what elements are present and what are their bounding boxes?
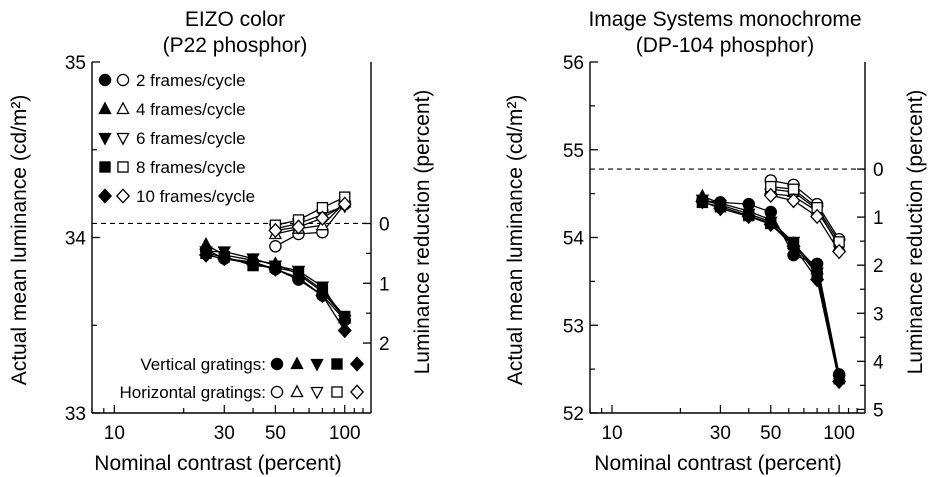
legend-vertical-circle-marker [270,357,284,371]
chart-2-vertical-10f-point [763,216,778,233]
legend-triangle-down-open-marker [116,132,130,146]
chart-1-vertical-10f-point [268,261,283,277]
chart-1-horizontal-10f-point [291,219,306,235]
chart-1-horizontal-10f-point [337,196,352,212]
legend-label-8-frames: 8 frames/cycle [136,158,246,177]
chart-2-vertical-10f-point [741,208,756,225]
chart-2-x-tick-label: 30 [710,423,731,444]
chart-1-horizontal-6f-line [275,205,345,230]
chart-1-horizontal-10f-point [315,210,330,226]
chart-2-horizontal-10f-line [770,194,840,252]
chart-2-y-tick-label: 53 [563,316,584,337]
chart-1-horizontal-2f-point [269,240,282,253]
chart-2-x-tick-label: 10 [601,423,622,444]
chart-1-vertical-10f-point [217,250,232,267]
chart-1-vertical-10f-point [198,247,214,263]
chart-1-horizontal-2f-line [275,203,346,247]
legend-triangle-up-filled-marker [98,101,112,115]
chart-2-horizontal-10f-point [763,187,778,204]
chart-2-horizontal-6f-line [770,192,840,245]
chart-2-y-tick-label: 54 [563,229,585,250]
chart-2-ylabel-right: Luminance reduction (percent) [904,90,927,375]
chart-2-y-tick-label: 56 [563,53,584,74]
chart-2-horizontal-8f-point [787,183,800,195]
legend-label-4-frames: 4 frames/cycle [136,100,246,119]
legend-horizontal-triangle-down-marker [310,386,324,400]
chart-1-x-tick-label: 100 [329,423,361,444]
chart-1-ylabel-right: Luminance reduction (percent) [411,90,434,375]
chart-1-y-tick-label: 33 [65,404,86,425]
legend-horizontal-square-marker [331,386,343,398]
chart-1-vertical-10f-point [315,287,330,304]
chart-1-x-tick-label: 30 [214,423,235,444]
chart-2-y-tick-label: 52 [563,404,584,425]
chart-1-vertical-8f-point [339,310,351,323]
chart-2-vertical-10f-point [832,373,847,390]
chart-1-title: EIZO color [185,8,285,31]
chart-2-title: Image Systems monochrome [588,8,861,31]
chart-1-xlabel: Nominal contrast (percent) [94,452,341,475]
legend-label-10-frames: 10 frames/cycle [136,187,255,206]
chart-1-y-tick-label: 34 [65,229,87,250]
legend-vertical-triangle-up-marker [290,356,304,370]
chart-2-vertical-10f-point [713,200,728,217]
chart-1-x-tick-label: 50 [265,423,286,444]
chart-1-vertical-10f-point [291,270,306,286]
legend-label-6-frames: 6 frames/cycle [136,129,246,148]
legend-square-filled-marker [99,161,111,173]
chart-2-horizontal-10f-point [832,243,847,260]
chart-2-right-tick-label: 0 [873,160,884,181]
legend-circle-open-marker [116,73,130,87]
chart-2-vertical-10f-point [810,271,825,288]
legend-label-2-frames: 2 frames/cycle [136,71,246,90]
chart-1-horizontal-4f-line [275,201,346,235]
legend-triangle-up-open-marker [116,101,130,115]
chart-1-horizontal-8f-line [275,196,346,226]
chart-2-subtitle: (DP-104 phosphor) [636,34,815,57]
chart-1-vertical-10f-point [246,256,261,272]
chart-2-y-tick-label: 55 [563,141,584,162]
legend-diamond-open-marker [115,188,131,204]
chart-2-right-tick-label: 3 [873,304,884,325]
chart-1-horizontal-10f-point [268,222,283,239]
chart-1-right-tick-label: 0 [379,214,390,235]
legend-vertical-gratings-label: Vertical gratings: [140,355,266,374]
legend-diamond-filled-marker [97,188,113,204]
chart-1-vertical-10f-point [337,322,352,339]
legend-vertical-square-marker [331,358,343,370]
chart-2-right-tick-label: 2 [873,256,884,277]
legend-circle-filled-marker [98,73,112,87]
legend-horizontal-triangle-up-marker [290,384,304,398]
chart-2-x-tick-label: 50 [760,423,781,444]
chart-1-horizontal-10f-line [275,203,346,232]
chart-2-xlabel: Nominal contrast (percent) [594,452,841,475]
chart-2-right-tick-label: 1 [873,208,884,229]
legend-triangle-down-filled-marker [98,132,112,146]
chart-2-horizontal-2f-line [770,179,840,240]
chart-1-x-tick-label: 10 [104,423,125,444]
chart-2-right-tick-label: 5 [873,400,884,421]
legend-vertical-triangle-down-marker [310,358,324,372]
legend-square-open-marker [117,161,129,173]
legend-vertical-diamond-marker [349,356,365,372]
chart-2-vertical-10f-point [786,238,801,254]
chart-2-ylabel: Actual mean luminance (cd/m²) [504,95,527,386]
chart-2-horizontal-10f-point [786,192,801,209]
chart-1-right-tick-label: 2 [379,334,390,355]
chart-2-x-tick-label: 100 [823,423,855,444]
chart-2-vertical-10f-point [695,193,710,210]
chart-1-right-tick-label: 1 [379,274,390,295]
legend-horizontal-circle-marker [270,385,284,399]
chart-2-right-tick-label: 4 [873,352,884,373]
chart-1-y-tick-label: 35 [65,53,86,74]
chart-2-horizontal-10f-point [810,208,825,225]
legend-horizontal-diamond-marker [349,384,365,400]
legend-horizontal-gratings-label: Horizontal gratings: [120,383,266,402]
chart-1-ylabel: Actual mean luminance (cd/m²) [8,95,31,386]
chart-1-subtitle: (P22 phosphor) [163,34,308,57]
chart-2-horizontal-8f-line [770,185,840,243]
